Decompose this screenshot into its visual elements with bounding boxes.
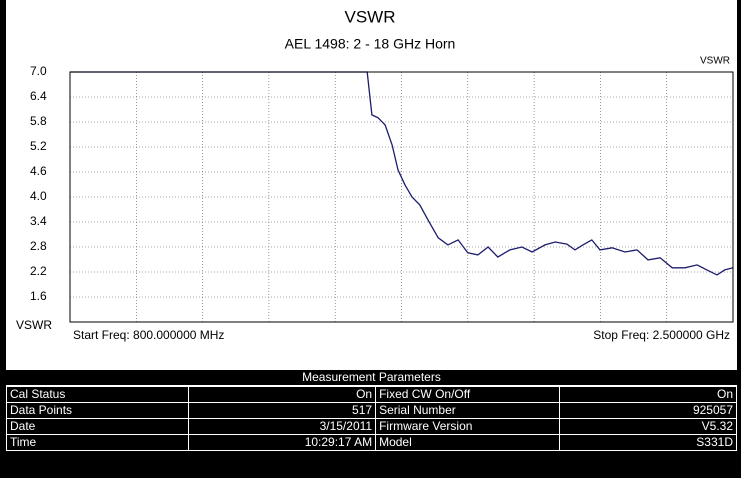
parameter-value: On: [558, 386, 738, 403]
y-tick-label: 1.6: [30, 289, 47, 303]
y-tick-label: 5.2: [30, 139, 47, 153]
y-tick-label: 2.2: [30, 264, 47, 278]
y-tick-label: 2.8: [30, 239, 47, 253]
parameter-value: S331D: [558, 434, 738, 451]
plot-border: [69, 71, 734, 323]
y-tick-label: 6.4: [30, 89, 47, 103]
parameter-row: Date 3/15/2011 Firmware Version V5.32: [6, 418, 738, 435]
parameter-row: Data Points 517 Serial Number 925057: [6, 402, 738, 419]
parameter-value: 517: [187, 402, 377, 419]
parameters-title: Measurement Parameters: [6, 370, 737, 386]
parameter-row: Cal Status On Fixed CW On/Off On: [6, 386, 738, 403]
parameter-name: Firmware Version: [375, 418, 560, 435]
y-tick-label: 3.4: [30, 214, 47, 228]
parameter-name: Date: [6, 418, 189, 435]
y-label-bottom: VSWR: [16, 318, 52, 332]
parameter-value: 10:29:17 AM: [187, 434, 377, 451]
stop-label: Stop Freq: 2.500000 GHz: [593, 328, 730, 342]
y-tick-label: 7.0: [30, 64, 47, 78]
vswr-line: [70, 71, 734, 276]
y-tick-label: 4.0: [30, 189, 47, 203]
start-label: Start Freq: 800.000000 MHz: [73, 328, 224, 342]
parameter-name: Time: [6, 434, 189, 451]
chart-subtitle: AEL 1498: 2 - 18 GHz Horn: [285, 36, 456, 52]
parameters-table: Cal Status On Fixed CW On/Off On Data Points…: [6, 386, 738, 451]
parameter-value: On: [187, 386, 377, 403]
parameter-value: 3/15/2011: [187, 418, 377, 435]
chart-title: VSWR: [345, 7, 396, 26]
parameter-name: Data Points: [6, 402, 189, 419]
parameter-name: Serial Number: [375, 402, 560, 419]
chart: VSWR AEL 1498: 2 - 18 GHz Horn VSWR VSWR…: [6, 0, 737, 370]
y-label-top: VSWR: [700, 56, 730, 67]
y-tick-label: 4.6: [30, 164, 47, 178]
parameter-row: Time 10:29:17 AM Model S331D: [6, 434, 738, 451]
parameter-value: V5.32: [558, 418, 738, 435]
parameters: Measurement Parameters Cal Status On Fixed…: [6, 370, 738, 451]
parameter-name: Cal Status: [6, 386, 189, 403]
parameter-name: Model: [375, 434, 560, 451]
parameter-name: Fixed CW On/Off: [375, 386, 560, 403]
y-tick-label: 5.8: [30, 114, 47, 128]
parameter-value: 925057: [558, 402, 738, 419]
